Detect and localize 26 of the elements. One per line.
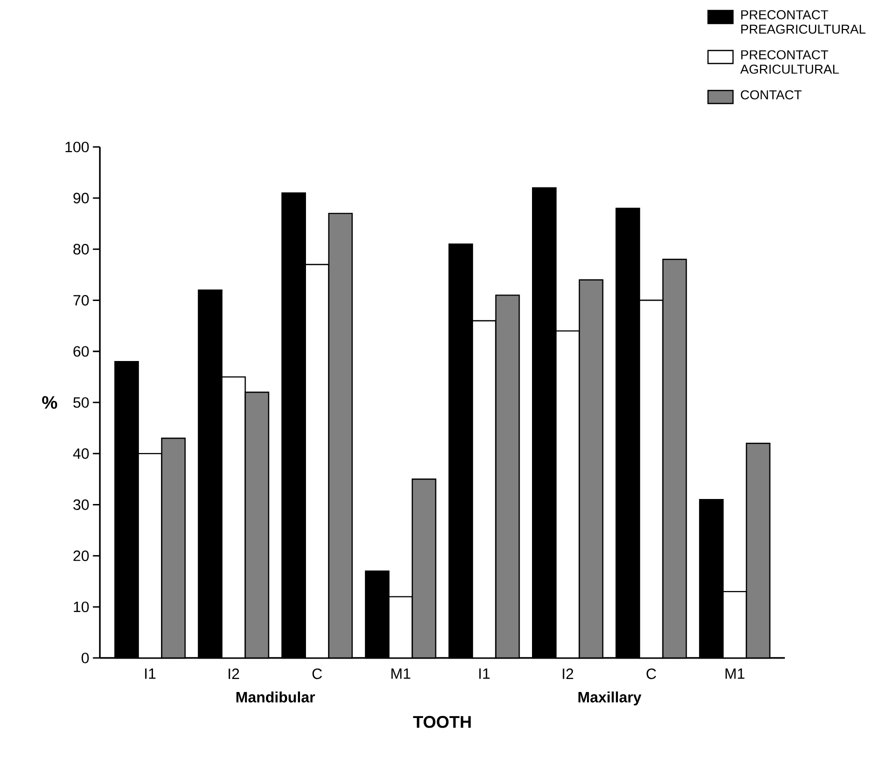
x-tick-label: I1 [145,668,156,679]
x-tick-label: I2 [562,668,574,679]
x-axis-title: TOOTH [413,716,471,728]
y-tick-label: 90 [73,192,89,204]
y-tick-label: 70 [74,294,89,306]
x-tick-label: M1 [391,668,410,679]
y-tick-label: 100 [66,142,89,152]
y-tick-label: 80 [73,244,89,254]
x-tick-label: I2 [228,668,240,679]
y-tick-label: 60 [74,346,89,357]
x-tick-label: I1 [479,668,490,679]
y-tick-label: 40 [73,448,89,459]
text: Maxillary [578,692,642,706]
x-tick-label: M1 [726,668,744,679]
text: Mandibular [236,692,315,702]
legend-label: CONTACT [740,90,802,100]
legend-label: PRECONTACT AGRICULTURAL [740,50,839,74]
y-tick-label: 20 [73,550,89,562]
x-tick-label: C [312,668,322,680]
y-tick-label: 30 [73,499,89,510]
y-axis-title: % [42,396,58,409]
y-tick-label: 50 [73,397,89,408]
y-tick-label: 0 [82,652,89,664]
x-tick-label: C [646,668,656,680]
legend-label: PRECONTACT PREAGRICULTURAL [741,10,866,34]
y-tick-label: 10 [74,602,89,612]
